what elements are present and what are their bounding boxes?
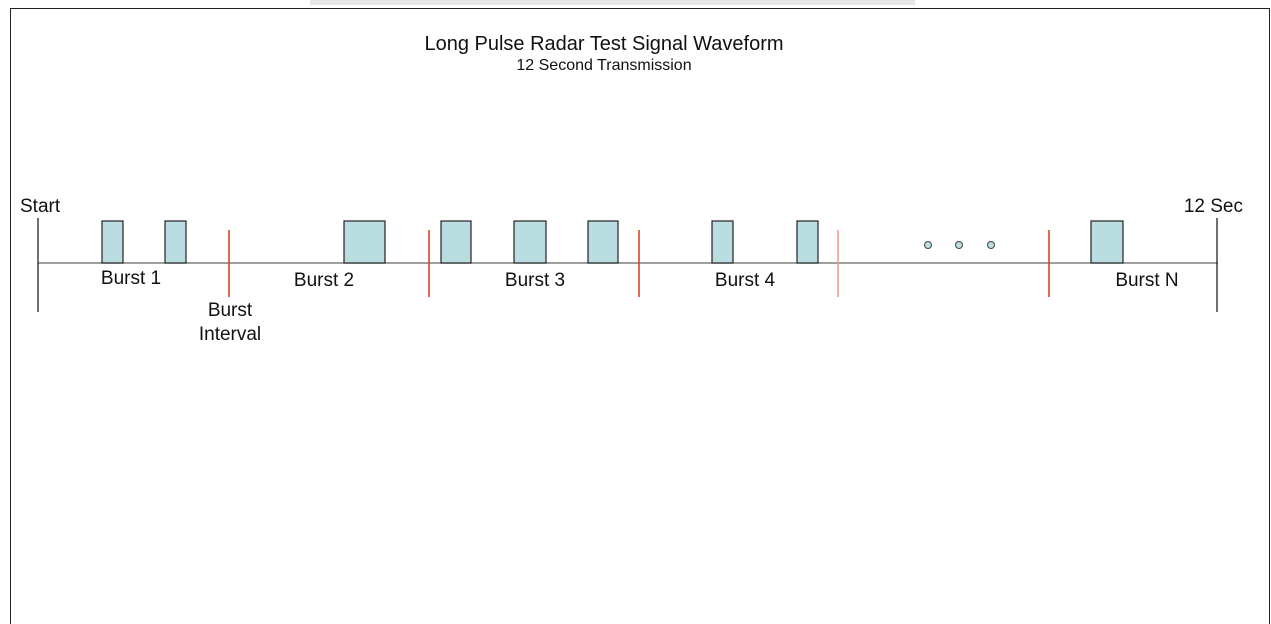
- ellipsis: [924, 241, 995, 249]
- dot: [955, 241, 963, 249]
- burst-label: Burst N: [1115, 270, 1178, 291]
- dot: [987, 241, 995, 249]
- subtitle: 12 Second Transmission: [516, 57, 691, 74]
- burst-label: Burst 1: [101, 268, 161, 289]
- pulses: [101, 220, 1124, 264]
- pulse: [587, 220, 619, 264]
- burst-label: Burst 3: [505, 270, 565, 291]
- burst-label: Burst 2: [294, 270, 354, 291]
- pulse: [796, 220, 819, 264]
- axes: [37, 218, 1218, 312]
- interval-label: Interval: [199, 324, 261, 345]
- burst-label: Burst 4: [715, 270, 776, 291]
- title: Long Pulse Radar Test Signal Waveform: [424, 33, 783, 55]
- burst-labels: Burst 1 Burst 2 Burst 3 Burst 4 Burst N …: [101, 268, 1179, 345]
- pulse: [164, 220, 187, 264]
- pulse: [1090, 220, 1124, 264]
- pulse: [101, 220, 124, 264]
- pulse: [440, 220, 472, 264]
- pulse: [343, 220, 386, 264]
- pulse: [513, 220, 547, 264]
- interval-markers: [228, 230, 1050, 297]
- dot: [924, 241, 932, 249]
- frame: [10, 8, 1270, 624]
- interval-label: Burst: [208, 300, 253, 321]
- top-bar: [310, 0, 915, 5]
- end-label: 12 Sec: [1184, 196, 1243, 217]
- pulse: [711, 220, 734, 264]
- start-label: Start: [20, 196, 61, 217]
